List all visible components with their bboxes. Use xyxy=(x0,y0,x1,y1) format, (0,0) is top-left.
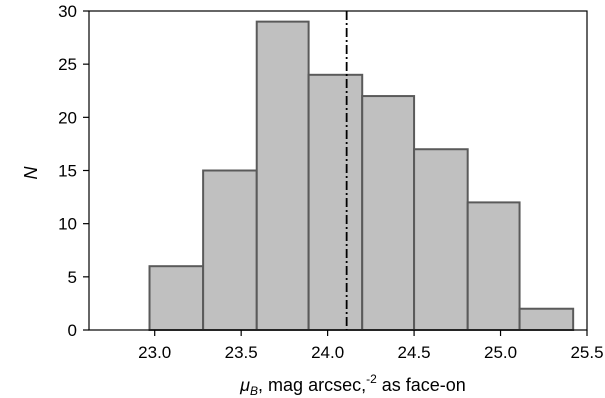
x-axis-label: μB, mag arcsec,-2 as face-on xyxy=(239,372,466,398)
y-axis-label: N xyxy=(21,166,41,180)
y-axis-ticks: 0 5 10 15 20 25 30 xyxy=(58,2,89,340)
histogram-bar-2 xyxy=(202,169,258,331)
x-axis-label-subscript: B xyxy=(250,384,258,398)
x-axis-label-text: , mag arcsec, xyxy=(258,375,366,395)
histogram-bars xyxy=(148,20,575,332)
x-axis-label-suffix: as face-on xyxy=(377,375,466,395)
y-tick-label-1: 0 xyxy=(68,321,77,340)
x-tick-label-4: 24.5 xyxy=(398,343,431,362)
y-tick-label-5: 20 xyxy=(58,108,77,127)
histogram-bar-3 xyxy=(255,20,310,332)
histogram-bar-4 xyxy=(307,73,364,331)
x-axis-label-superscript: -2 xyxy=(366,372,377,386)
histogram-bar-5 xyxy=(361,95,416,331)
histogram-bar-6 xyxy=(413,148,469,331)
x-tick-label-1: 23.0 xyxy=(138,343,171,362)
y-tick-label-2: 5 xyxy=(68,268,77,287)
y-tick-label-3: 10 xyxy=(58,215,77,234)
y-tick-label-7: 30 xyxy=(58,2,77,21)
histogram-bar-1 xyxy=(148,265,205,332)
x-axis-ticks: 23.0 23.5 24.0 24.5 25.0 25.5 xyxy=(138,330,604,362)
x-tick-label-3: 24.0 xyxy=(311,343,344,362)
x-tick-label-6: 25.5 xyxy=(570,343,603,362)
histogram-bar-8 xyxy=(518,307,575,332)
y-tick-label-4: 15 xyxy=(58,162,77,181)
histogram-bar-7 xyxy=(466,201,521,331)
x-tick-label-2: 23.5 xyxy=(225,343,258,362)
x-tick-label-5: 25.0 xyxy=(484,343,517,362)
x-axis-label-symbol: μ xyxy=(239,375,250,395)
y-tick-label-6: 25 xyxy=(58,55,77,74)
